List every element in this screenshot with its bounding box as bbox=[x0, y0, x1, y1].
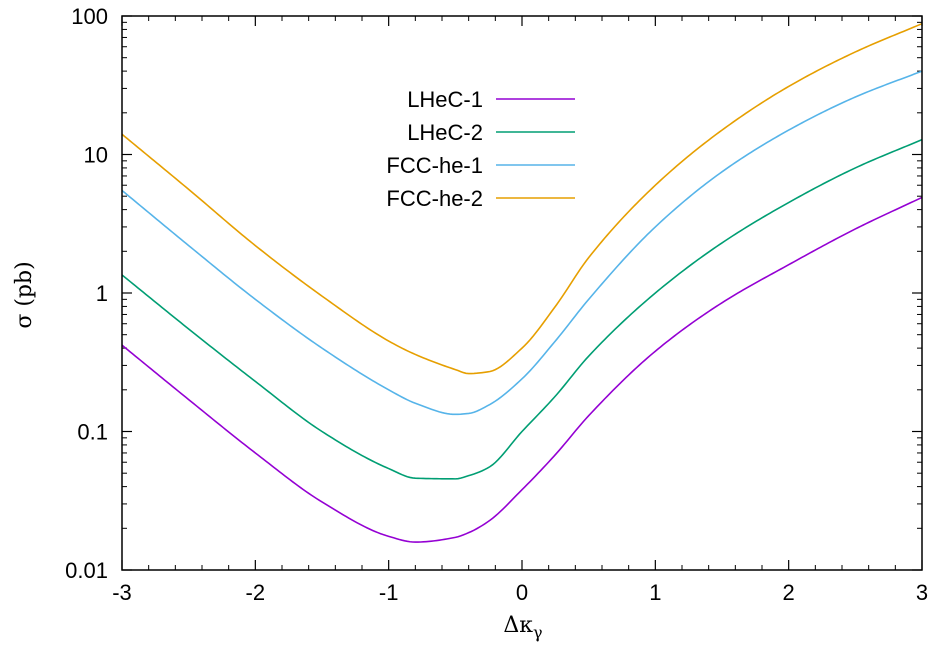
legend-label: FCC-he-2 bbox=[386, 186, 483, 211]
y-axis-label: σ (pb) bbox=[12, 261, 37, 328]
series-line-fcc-he-1 bbox=[121, 70, 923, 416]
x-tick-label: 1 bbox=[649, 580, 661, 605]
legend-label: LHeC-2 bbox=[407, 120, 483, 145]
legend-label: LHeC-1 bbox=[407, 87, 483, 112]
series-line-lhec-1 bbox=[121, 196, 923, 543]
x-tick-label: 3 bbox=[916, 580, 928, 605]
y-tick-label: 0.1 bbox=[77, 420, 108, 445]
legend: LHeC-1 LHeC-2 FCC-he-1 FCC-he-2 bbox=[386, 87, 575, 211]
x-tick-label: 2 bbox=[783, 580, 795, 605]
plot-frame bbox=[121, 15, 923, 571]
x-axis-label-subscript: γ bbox=[533, 623, 543, 642]
x-axis-label: Δκγ bbox=[503, 613, 542, 642]
x-tick-label: -2 bbox=[246, 580, 266, 605]
x-tick-label: -1 bbox=[379, 580, 399, 605]
y-tick-label: 0.01 bbox=[65, 558, 108, 583]
y-tick-label: 10 bbox=[84, 143, 108, 168]
y-tick-label: 1 bbox=[96, 281, 108, 306]
series-line-lhec-2 bbox=[121, 138, 923, 480]
series-lines bbox=[121, 22, 923, 543]
y-tick-label: 100 bbox=[71, 4, 108, 29]
x-tick-label: 0 bbox=[516, 580, 528, 605]
x-axis-label-main: Δκ bbox=[503, 613, 533, 638]
legend-label: FCC-he-1 bbox=[386, 153, 483, 178]
series-line-fcc-he-2 bbox=[121, 22, 923, 375]
y-tick-labels: 0.01 0.1 1 10 100 bbox=[65, 4, 108, 583]
x-tick-labels: -3 -2 -1 0 1 2 3 bbox=[112, 580, 928, 605]
x-tick-label: -3 bbox=[112, 580, 132, 605]
